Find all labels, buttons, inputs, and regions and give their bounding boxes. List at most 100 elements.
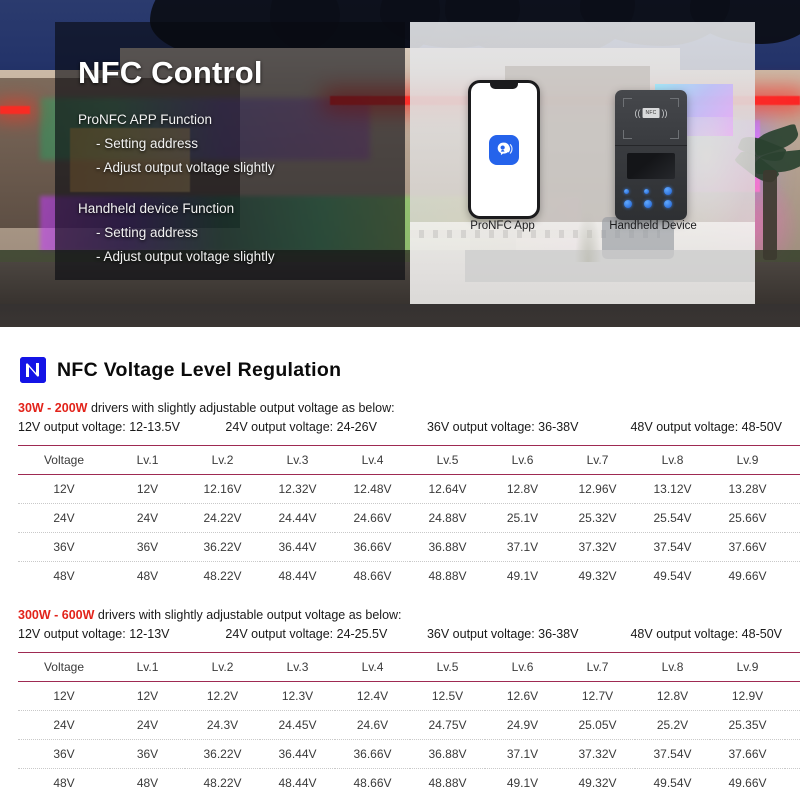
nfc-wave-left-icon: ((	[634, 107, 641, 118]
spec-range: 24V output voltage: 24-25.5V	[225, 627, 388, 641]
cell: 12.6V	[485, 681, 560, 711]
section-header: NFC Voltage Level Regulation	[20, 357, 782, 383]
cell: 24V	[18, 710, 110, 740]
cell: 25.05V	[560, 710, 635, 740]
page-title: NFC Voltage Level Regulation	[57, 358, 342, 381]
smartphone-mockup	[468, 80, 540, 219]
column-header: Lv.7	[560, 652, 635, 682]
cell: 24V	[110, 710, 185, 740]
device-led-indicator	[644, 189, 649, 194]
hero-banner: NFC Control ProNFC APP Function - Settin…	[0, 0, 800, 327]
app-function-heading: ProNFC APP Function	[78, 112, 213, 127]
pronfc-app-icon	[489, 134, 519, 165]
cell: 49.32V	[578, 569, 617, 583]
column-header: Lv.7	[560, 445, 635, 475]
device-key[interactable]	[664, 187, 672, 195]
cell: 36V	[18, 532, 110, 562]
device-key[interactable]	[624, 200, 632, 208]
cell: 36V	[110, 532, 185, 562]
cell: 12V	[110, 681, 185, 711]
cell: 49.1V	[506, 569, 539, 583]
phone-caption: ProNFC App	[470, 220, 535, 232]
table-row: 12V 12V 12.2V 12.3V 12.4V 12.5V 12.6V 12…	[18, 681, 800, 711]
cell: 37.66V	[710, 532, 785, 562]
column-header: Lv.2	[185, 652, 260, 682]
cell: 24.75V	[410, 710, 485, 740]
cell: 24.9V	[485, 710, 560, 740]
cell: 36.44V	[260, 532, 335, 562]
photo-bush	[575, 210, 601, 262]
cell: 49.1V	[506, 776, 539, 790]
cell: 48.22V	[203, 776, 242, 790]
device-key[interactable]	[644, 200, 652, 208]
device-led-indicator	[624, 189, 629, 194]
device-caption: Handheld Device	[609, 220, 697, 232]
cell: 12.96V	[560, 474, 635, 504]
cell: 36.22V	[185, 739, 260, 769]
column-header: Lv.10	[785, 445, 800, 475]
spec-block-2: 300W - 600W drivers with slightly adjust…	[18, 608, 800, 797]
column-header: Lv.6	[485, 445, 560, 475]
cell: 24.3V	[185, 710, 260, 740]
cell: 48V	[53, 776, 75, 790]
cell: 48.66V	[353, 569, 392, 583]
column-header: Lv.10	[785, 652, 800, 682]
cell: 48.66V	[353, 776, 392, 790]
device-nfc-icon: (( NFC ))	[634, 107, 668, 118]
cell: 49.54V	[653, 569, 692, 583]
cell: 24.6V	[335, 710, 410, 740]
cell: 13.12V	[635, 474, 710, 504]
cell: 25.2V	[635, 710, 710, 740]
spec-block-2-watt: 300W - 600W	[18, 608, 95, 622]
column-header: Lv.9	[710, 445, 785, 475]
cell: 48V	[53, 569, 75, 583]
column-header: Lv.2	[185, 445, 260, 475]
cell: 36.44V	[260, 739, 335, 769]
cell: 37.54V	[635, 532, 710, 562]
spec-block-1-ranges: 12V output voltage: 12-13.5V 24V output …	[18, 420, 782, 434]
table-row: 12V 12V 12.16V 12.32V 12.48V 12.64V 12.8…	[18, 474, 800, 504]
cell: 12.32V	[260, 474, 335, 504]
table-header-row: Voltage Lv.1 Lv.2 Lv.3 Lv.4 Lv.5 Lv.6 Lv…	[18, 445, 800, 475]
device-corner-mark	[670, 130, 679, 139]
spec-range: 36V output voltage: 36-38V	[426, 627, 579, 641]
cell: 12.64V	[410, 474, 485, 504]
cell: 12V	[18, 681, 110, 711]
cell: 49.66V	[728, 776, 767, 790]
app-function-item-1: - Setting address	[96, 136, 199, 151]
cell: 12.8V	[635, 681, 710, 711]
cell: 12.5V	[410, 681, 485, 711]
app-function-item-2: - Adjust output voltage slightly	[96, 160, 275, 175]
cell: 24V	[18, 503, 110, 533]
cell: 37.1V	[485, 739, 560, 769]
table-row: 24V 24V 24.3V 24.45V 24.6V 24.75V 24.9V …	[18, 710, 800, 740]
column-header: Lv.5	[410, 445, 485, 475]
cell: 12.7V	[560, 681, 635, 711]
cell: 24V	[110, 503, 185, 533]
cell: 37.66V	[710, 739, 785, 769]
column-header: Lv.5	[410, 652, 485, 682]
column-header: Lv.8	[635, 652, 710, 682]
spec-range: 48V output voltage: 48-50V	[630, 420, 782, 434]
palm-tree-icon	[734, 123, 800, 280]
device-key[interactable]	[664, 200, 672, 208]
cell: 50.0V	[785, 769, 800, 798]
cell: 12.4V	[335, 681, 410, 711]
table-header-row: Voltage Lv.1 Lv.2 Lv.3 Lv.4 Lv.5 Lv.6 Lv…	[18, 652, 800, 682]
device-lcd-screen	[627, 153, 675, 179]
cell: 36.66V	[335, 739, 410, 769]
cell: 24.66V	[335, 503, 410, 533]
product-photo-card: (( NFC )) ProNFC App Handheld Device	[410, 22, 755, 304]
cell: 26.0V	[785, 503, 800, 533]
spec-range: 24V output voltage: 24-26V	[225, 420, 377, 434]
nfc-wave-right-icon: ))	[661, 107, 668, 118]
cell: 48.22V	[203, 569, 242, 583]
cell: 48.44V	[278, 569, 317, 583]
table-row: 36V 36V 36.22V 36.44V 36.66V 36.88V 37.1…	[18, 532, 800, 562]
cell: 36V	[110, 739, 185, 769]
cell: 37.32V	[560, 532, 635, 562]
table-row: 24V 24V 24.22V 24.44V 24.66V 24.88V 25.1…	[18, 503, 800, 533]
cell: 49.66V	[728, 569, 767, 583]
column-header: Lv.4	[335, 652, 410, 682]
spec-block-1: 30W - 200W drivers with slightly adjusta…	[18, 401, 800, 590]
